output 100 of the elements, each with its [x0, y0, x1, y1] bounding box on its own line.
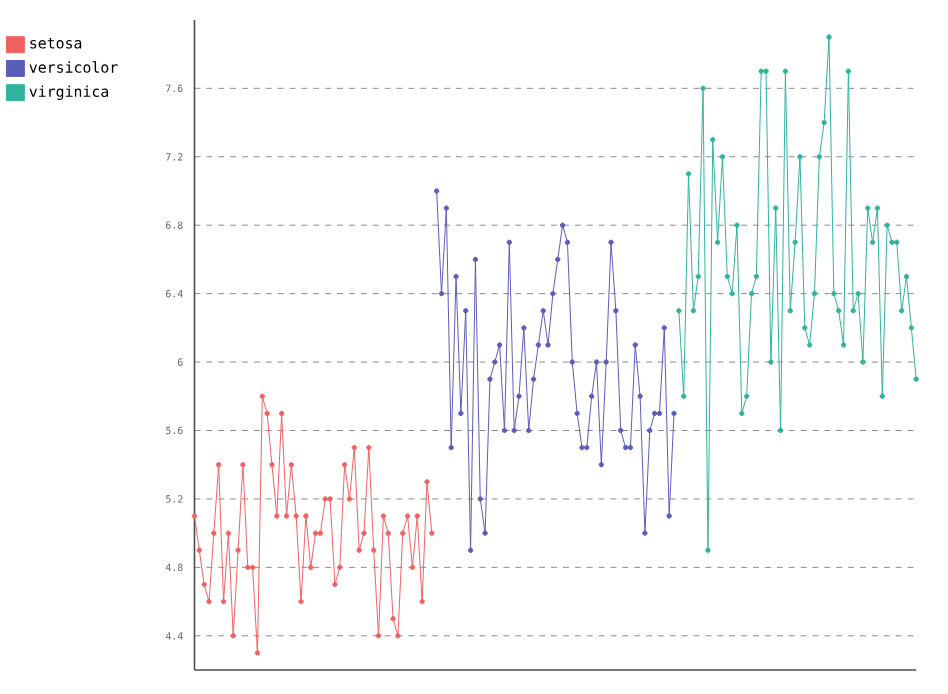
point: [739, 410, 745, 417]
point: [385, 530, 391, 536]
point: [642, 530, 648, 536]
point: [884, 222, 890, 228]
point: [608, 239, 614, 246]
point: [390, 616, 396, 622]
point: [216, 462, 222, 468]
point: [293, 513, 299, 519]
point: [647, 427, 653, 434]
point: [874, 205, 881, 211]
point: [404, 513, 411, 519]
point: [618, 427, 624, 434]
point: [719, 154, 726, 160]
point: [768, 359, 774, 365]
point: [530, 376, 537, 382]
point: [327, 496, 333, 502]
point: [511, 427, 517, 434]
point: [424, 479, 430, 485]
point: [550, 291, 556, 297]
point: [245, 564, 251, 571]
point: [206, 598, 212, 605]
point: [230, 633, 236, 639]
point: [598, 462, 605, 468]
point: [496, 342, 503, 348]
point: [802, 325, 808, 331]
point: [453, 273, 459, 280]
point: [869, 239, 876, 246]
point: [235, 547, 241, 553]
point: [903, 273, 910, 280]
point: [622, 444, 629, 451]
point: [559, 222, 566, 228]
point: [288, 462, 295, 468]
point: [603, 359, 609, 365]
point: [487, 376, 493, 382]
point: [661, 325, 668, 331]
point: [584, 444, 590, 451]
point: [836, 308, 842, 314]
point: [395, 633, 401, 639]
point: [220, 598, 227, 605]
point: [700, 85, 706, 92]
point: [322, 496, 328, 502]
point: [787, 308, 793, 314]
point: [821, 119, 827, 126]
point: [492, 359, 498, 365]
point: [743, 393, 750, 400]
point: [748, 291, 755, 297]
point: [773, 205, 779, 211]
point: [806, 342, 813, 348]
point: [574, 410, 580, 417]
point: [526, 427, 532, 434]
point: [259, 393, 265, 400]
point: [419, 598, 425, 605]
point: [671, 410, 677, 417]
point: [458, 410, 464, 417]
point: [274, 513, 280, 519]
point: [375, 633, 382, 639]
point: [753, 273, 760, 280]
point: [666, 513, 672, 519]
point: [758, 68, 764, 74]
point: [845, 68, 852, 74]
point: [676, 308, 682, 314]
point: [298, 598, 304, 605]
point: [860, 359, 866, 365]
point: [831, 291, 837, 297]
point: [433, 188, 440, 194]
point: [254, 650, 261, 656]
point: [913, 376, 919, 382]
point: [312, 530, 319, 536]
point: [438, 291, 445, 297]
point: [337, 564, 343, 571]
point: [264, 410, 270, 417]
point: [782, 68, 789, 74]
point: [366, 444, 372, 451]
point: [734, 222, 740, 228]
point: [317, 530, 324, 536]
point: [792, 239, 798, 246]
point: [763, 68, 769, 74]
point: [579, 444, 585, 451]
point: [482, 530, 488, 536]
point: [811, 291, 818, 297]
point: [564, 239, 571, 246]
point: [685, 171, 692, 177]
point: [695, 273, 701, 280]
point: [535, 342, 542, 348]
point: [613, 308, 619, 314]
point: [710, 137, 716, 143]
point: [797, 154, 803, 160]
point: [283, 513, 290, 519]
point: [380, 513, 387, 519]
point: [472, 256, 479, 263]
point: [714, 239, 721, 246]
point: [879, 393, 885, 400]
point: [361, 530, 367, 536]
point: [409, 564, 416, 571]
point: [627, 444, 634, 451]
point: [889, 239, 895, 246]
point: [540, 308, 546, 314]
point: [898, 308, 905, 314]
point: [501, 427, 508, 434]
point: [477, 496, 483, 502]
